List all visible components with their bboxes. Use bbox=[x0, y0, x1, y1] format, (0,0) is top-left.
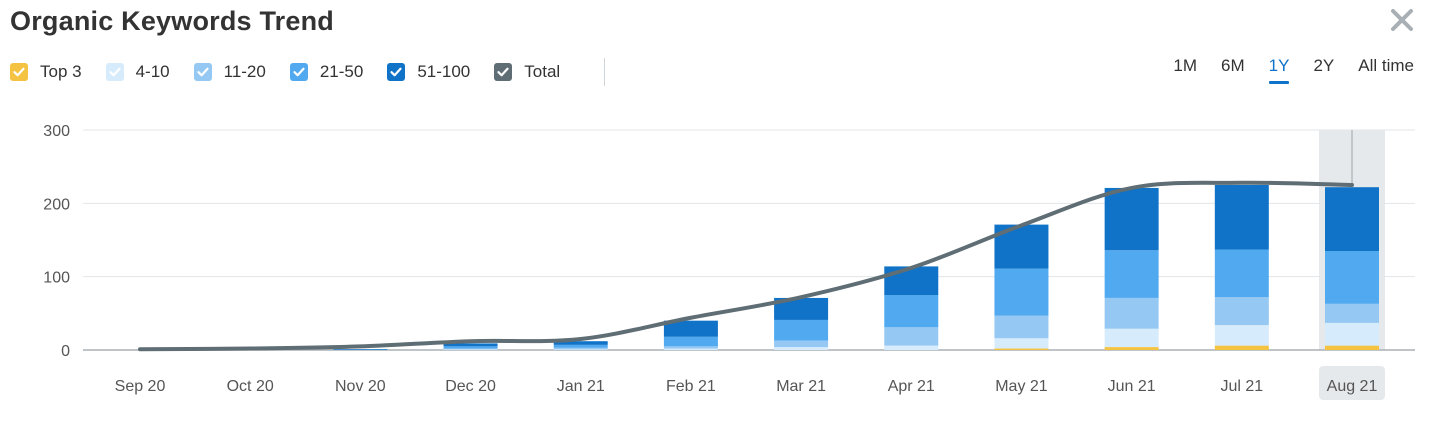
checkbox-51-100[interactable] bbox=[387, 63, 406, 81]
highlight-label-bg bbox=[1319, 366, 1385, 400]
legend-label-4-10: 4-10 bbox=[135, 62, 170, 81]
bar-segment[interactable] bbox=[443, 349, 498, 350]
bar-segment[interactable] bbox=[443, 343, 498, 347]
y-tick-label: 200 bbox=[43, 196, 70, 213]
y-tick-label: 300 bbox=[43, 123, 70, 140]
bar-segment[interactable] bbox=[1325, 322, 1379, 346]
bar-segment[interactable] bbox=[774, 297, 829, 320]
x-tick-label: Jul 21 bbox=[1220, 378, 1263, 395]
bar-segment[interactable] bbox=[774, 319, 829, 341]
bar-segment[interactable] bbox=[994, 348, 1049, 350]
legend-divider bbox=[604, 58, 605, 86]
close-icon[interactable] bbox=[1388, 6, 1416, 34]
y-tick-label: 100 bbox=[43, 270, 70, 287]
bar-segment[interactable] bbox=[994, 315, 1049, 339]
bar-segment[interactable] bbox=[884, 295, 939, 328]
checkbox-top-3[interactable] bbox=[10, 63, 28, 81]
bar-segment[interactable] bbox=[1325, 251, 1379, 304]
legend-item-51-100[interactable]: 51-100 bbox=[387, 62, 470, 82]
legend-item-4-10[interactable]: 4-10 bbox=[105, 62, 170, 82]
checkbox-21-50[interactable] bbox=[289, 63, 308, 81]
bar-segment[interactable] bbox=[553, 347, 608, 350]
legend: Top 3 4-10 11-20 21-50 51-100 Total bbox=[10, 58, 584, 86]
range-all-time[interactable]: All time bbox=[1358, 56, 1414, 75]
bar-segment[interactable] bbox=[1325, 187, 1379, 251]
x-tick-label: Sep 20 bbox=[115, 378, 166, 395]
bar-segment[interactable] bbox=[553, 344, 608, 348]
page-title: Organic Keywords Trend bbox=[10, 6, 334, 36]
bar-segment[interactable] bbox=[884, 266, 939, 295]
keywords-trend-chart: 0 100 200 300 Sep 20 Oct 20 Nov 20 Dec 20 Jan 21… bbox=[43, 123, 1415, 400]
bar-segment[interactable] bbox=[663, 346, 718, 349]
bar-segment[interactable] bbox=[1104, 297, 1159, 329]
x-tick-label: May 21 bbox=[995, 378, 1048, 395]
bar-segment[interactable] bbox=[994, 338, 1049, 349]
legend-label-21-50: 21-50 bbox=[319, 62, 364, 81]
legend-label-top-3: Top 3 bbox=[40, 62, 82, 81]
bar-segment[interactable] bbox=[1214, 185, 1269, 250]
total-line[interactable] bbox=[138, 180, 1354, 352]
legend-item-total[interactable]: Total bbox=[494, 62, 560, 82]
legend-label-11-20: 11-20 bbox=[223, 62, 266, 81]
bar-segment[interactable] bbox=[553, 349, 608, 350]
checkbox-4-10[interactable] bbox=[105, 63, 124, 81]
bar-segment[interactable] bbox=[1214, 297, 1269, 326]
x-tick-label: Nov 20 bbox=[335, 378, 386, 395]
checkbox-11-20[interactable] bbox=[193, 63, 212, 81]
bar-segment[interactable] bbox=[1104, 187, 1159, 251]
bar-segment[interactable] bbox=[994, 268, 1049, 316]
x-tick-label: Apr 21 bbox=[888, 378, 935, 395]
bar-segment[interactable] bbox=[1214, 249, 1269, 298]
bar-segment[interactable] bbox=[553, 341, 608, 345]
range-1m[interactable]: 1M bbox=[1173, 56, 1198, 75]
x-tick-label: Jun 21 bbox=[1108, 378, 1156, 395]
legend-item-top-3[interactable]: Top 3 bbox=[10, 62, 82, 82]
bar-segment[interactable] bbox=[774, 340, 829, 348]
bar-segment[interactable] bbox=[663, 320, 718, 337]
x-tick-label: Feb 21 bbox=[666, 378, 716, 395]
bar-segment[interactable] bbox=[884, 327, 939, 346]
bar-segment[interactable] bbox=[1214, 325, 1269, 346]
bar-segment[interactable] bbox=[333, 349, 388, 350]
y-tick-label: 0 bbox=[61, 343, 70, 360]
x-tick-label: Oct 20 bbox=[227, 378, 274, 395]
range-1y[interactable]: 1Y bbox=[1268, 56, 1289, 84]
legend-label-total: Total bbox=[524, 62, 561, 81]
range-6m[interactable]: 6M bbox=[1221, 56, 1245, 75]
bar-segment[interactable] bbox=[663, 348, 718, 350]
time-range-selector: 1M 6M 1Y 2Y All time bbox=[1149, 56, 1414, 84]
bar-segment[interactable] bbox=[1214, 345, 1269, 350]
bar-segment[interactable] bbox=[663, 336, 718, 347]
legend-item-21-50[interactable]: 21-50 bbox=[289, 62, 364, 82]
bar-segment[interactable] bbox=[443, 346, 498, 349]
bar-segment[interactable] bbox=[1325, 345, 1379, 350]
bar-segment[interactable] bbox=[1325, 303, 1379, 323]
bar-segment[interactable] bbox=[884, 345, 939, 350]
bar-segment[interactable] bbox=[1104, 250, 1159, 298]
legend-label-51-100: 51-100 bbox=[417, 62, 471, 81]
bar-segment[interactable] bbox=[1104, 347, 1159, 350]
bar-segment[interactable] bbox=[1104, 328, 1159, 348]
bar-segment[interactable] bbox=[443, 348, 498, 350]
bar-segment[interactable] bbox=[774, 347, 829, 350]
checkbox-total[interactable] bbox=[494, 63, 513, 81]
x-tick-label: Jan 21 bbox=[557, 378, 605, 395]
x-tick-label: Aug 21 bbox=[1327, 378, 1378, 395]
x-tick-label: Dec 20 bbox=[445, 378, 496, 395]
legend-item-11-20[interactable]: 11-20 bbox=[193, 62, 266, 82]
range-2y[interactable]: 2Y bbox=[1313, 56, 1335, 75]
x-tick-label: Mar 21 bbox=[776, 378, 826, 395]
